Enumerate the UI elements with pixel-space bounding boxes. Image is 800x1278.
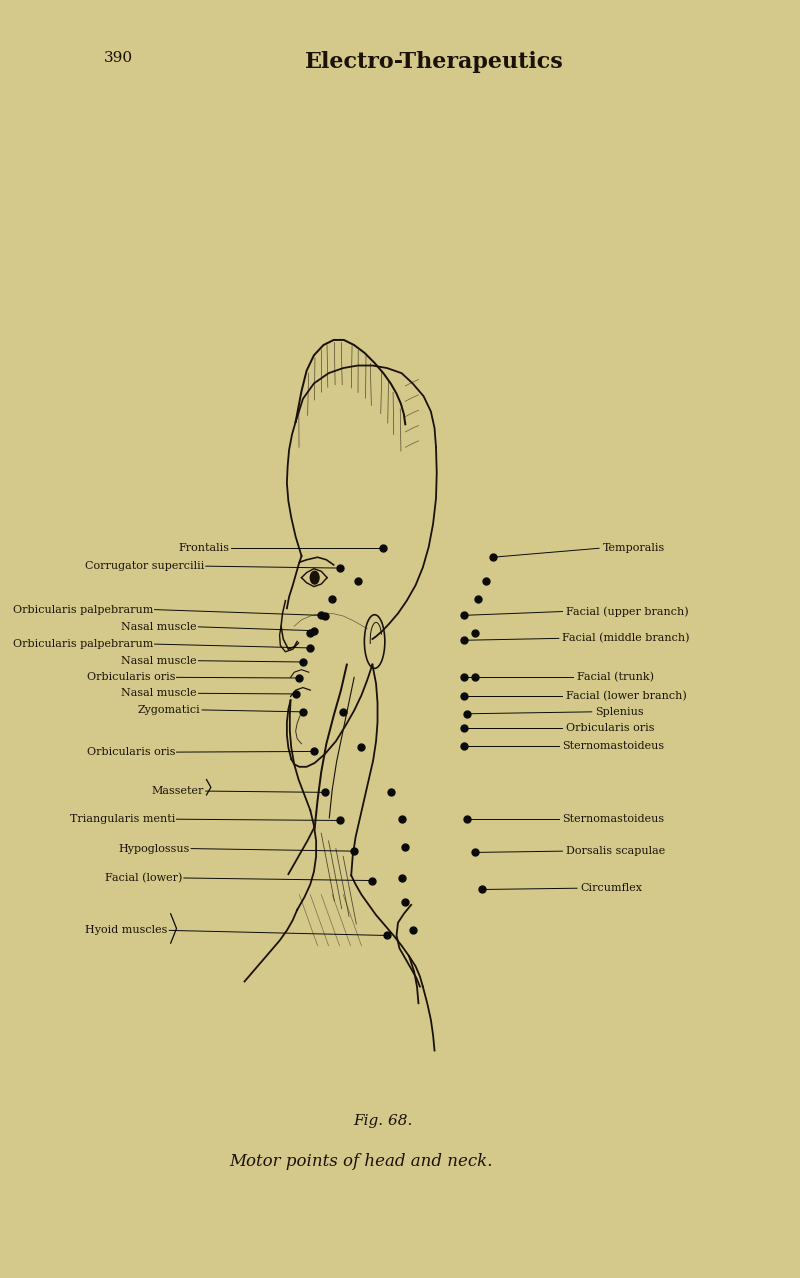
- Text: Motor points of head and neck.: Motor points of head and neck.: [230, 1153, 493, 1169]
- Text: Facial (upper branch): Facial (upper branch): [566, 606, 689, 617]
- Text: Facial (lower): Facial (lower): [105, 873, 182, 883]
- Text: Orbicularis palpebrarum: Orbicularis palpebrarum: [13, 639, 153, 649]
- Text: Triangularis menti: Triangularis menti: [70, 814, 175, 824]
- Text: Fig. 68.: Fig. 68.: [354, 1114, 413, 1128]
- Text: Corrugator supercilii: Corrugator supercilii: [85, 561, 204, 571]
- Ellipse shape: [310, 571, 319, 584]
- Text: Nasal muscle: Nasal muscle: [122, 689, 197, 698]
- Text: Hyoid muscles: Hyoid muscles: [86, 925, 168, 935]
- Text: Facial (lower branch): Facial (lower branch): [566, 690, 687, 702]
- Text: Circumflex: Circumflex: [581, 883, 642, 893]
- Text: Masseter: Masseter: [152, 786, 204, 796]
- Text: Orbicularis oris: Orbicularis oris: [566, 723, 654, 734]
- Text: Hypoglossus: Hypoglossus: [118, 843, 190, 854]
- Text: Splenius: Splenius: [595, 707, 644, 717]
- Text: 390: 390: [104, 51, 134, 65]
- Text: Orbicularis oris: Orbicularis oris: [86, 672, 175, 682]
- Text: Sternomastoideus: Sternomastoideus: [562, 741, 665, 750]
- Text: Frontalis: Frontalis: [179, 543, 230, 553]
- Text: Electro-Therapeutics: Electro-Therapeutics: [305, 51, 564, 73]
- Text: Nasal muscle: Nasal muscle: [122, 622, 197, 631]
- Text: Dorsalis scapulae: Dorsalis scapulae: [566, 846, 666, 856]
- Text: Nasal muscle: Nasal muscle: [122, 656, 197, 666]
- Text: Facial (middle branch): Facial (middle branch): [562, 633, 690, 644]
- Text: Orbicularis oris: Orbicularis oris: [86, 748, 175, 757]
- Text: Sternomastoideus: Sternomastoideus: [562, 814, 665, 824]
- Text: Orbicularis palpebrarum: Orbicularis palpebrarum: [13, 604, 153, 615]
- Text: Temporalis: Temporalis: [602, 543, 665, 553]
- Text: Facial (trunk): Facial (trunk): [577, 672, 654, 682]
- Text: Zygomatici: Zygomatici: [138, 705, 201, 714]
